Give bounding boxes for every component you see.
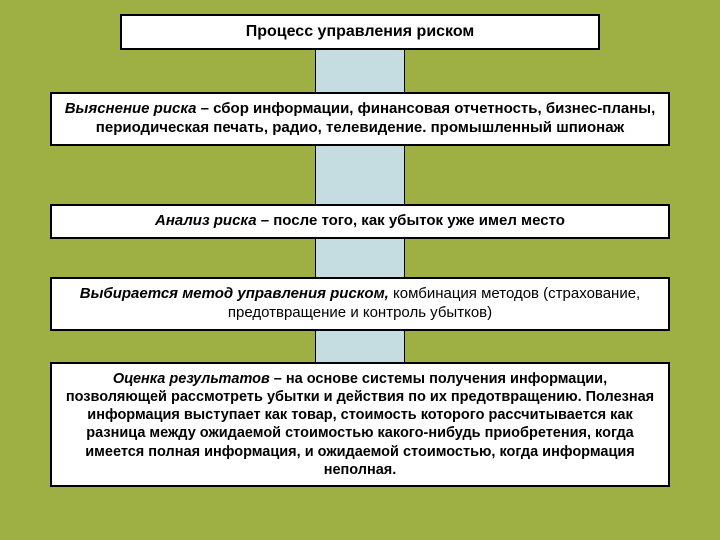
block-3: Выбирается метод управления риском, комб… — [50, 277, 670, 331]
title-text: Процесс управления риском — [246, 23, 475, 40]
block-4: Оценка результатов – на основе системы п… — [50, 362, 670, 487]
block-2-rest: – после того, как убыток уже имел место — [257, 212, 565, 229]
connector-2 — [315, 140, 405, 208]
title-block: Процесс управления риском — [120, 14, 600, 50]
block-1: Выяснение риска – сбор информации, финан… — [50, 92, 670, 146]
block-3-lead: Выбирается метод управления риском, — [80, 285, 389, 302]
block-2: Анализ риска – после того, как убыток уж… — [50, 204, 670, 239]
block-4-lead: Оценка результатов — [113, 371, 270, 387]
block-1-lead: Выяснение риска — [65, 100, 197, 117]
block-2-lead: Анализ риска — [155, 212, 257, 229]
